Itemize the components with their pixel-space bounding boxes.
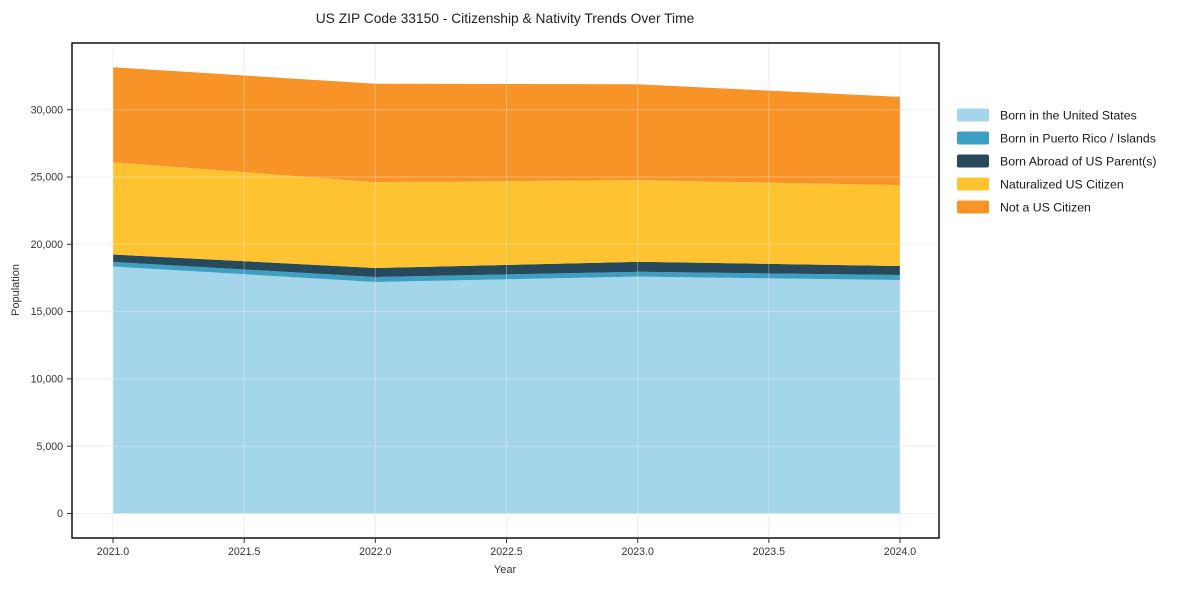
y-tick-label: 0 [57,508,63,520]
legend-label: Born in Puerto Rico / Islands [1000,131,1156,145]
y-tick-label: 30,000 [31,104,64,116]
plot-border [71,42,940,539]
legend-label: Not a US Citizen [1000,200,1091,214]
x-tick-label: 2021.5 [228,546,261,558]
x-tick-label: 2022.0 [359,546,392,558]
x-tick-label: 2022.5 [490,546,523,558]
area-series-2 [113,254,900,277]
y-tick-label: 15,000 [31,306,64,318]
legend-swatch [957,154,989,168]
axis-tick-labels: 0 5,000 10,000 15,000 20,000 25,000 30,000 2021… [31,104,917,558]
legend-swatch [957,131,989,145]
x-tick-label: 2024.0 [884,546,917,558]
x-tick-label: 2023.5 [753,546,786,558]
y-tick-label: 25,000 [31,172,64,184]
axis-ticks [67,109,901,543]
y-tick-label: 10,000 [31,374,64,386]
area-series-3 [113,162,900,268]
area-series-group [113,67,900,514]
gridlines-overlay [72,43,939,538]
legend-label: Born Abroad of US Parent(s) [1000,154,1157,168]
y-axis-label: Population [10,264,22,316]
y-tick-label: 20,000 [31,239,64,251]
legend-swatch [957,200,989,214]
x-tick-label: 2023.0 [621,546,654,558]
legend-swatch [957,177,989,191]
legend-swatch [957,108,989,122]
area-series-0 [113,266,900,514]
area-series-1 [113,261,900,282]
legend-label: Naturalized US Citizen [1000,177,1124,191]
x-tick-label: 2021.0 [97,546,130,558]
x-axis-label: Year [494,564,517,576]
y-tick-label: 5,000 [36,441,63,453]
legend-label: Born in the United States [1000,108,1137,122]
area-series-4 [113,67,900,186]
legend: Born in the United States Born in Puerto … [957,108,1157,214]
chart-title: US ZIP Code 33150 - Citizenship & Nativi… [316,11,695,26]
